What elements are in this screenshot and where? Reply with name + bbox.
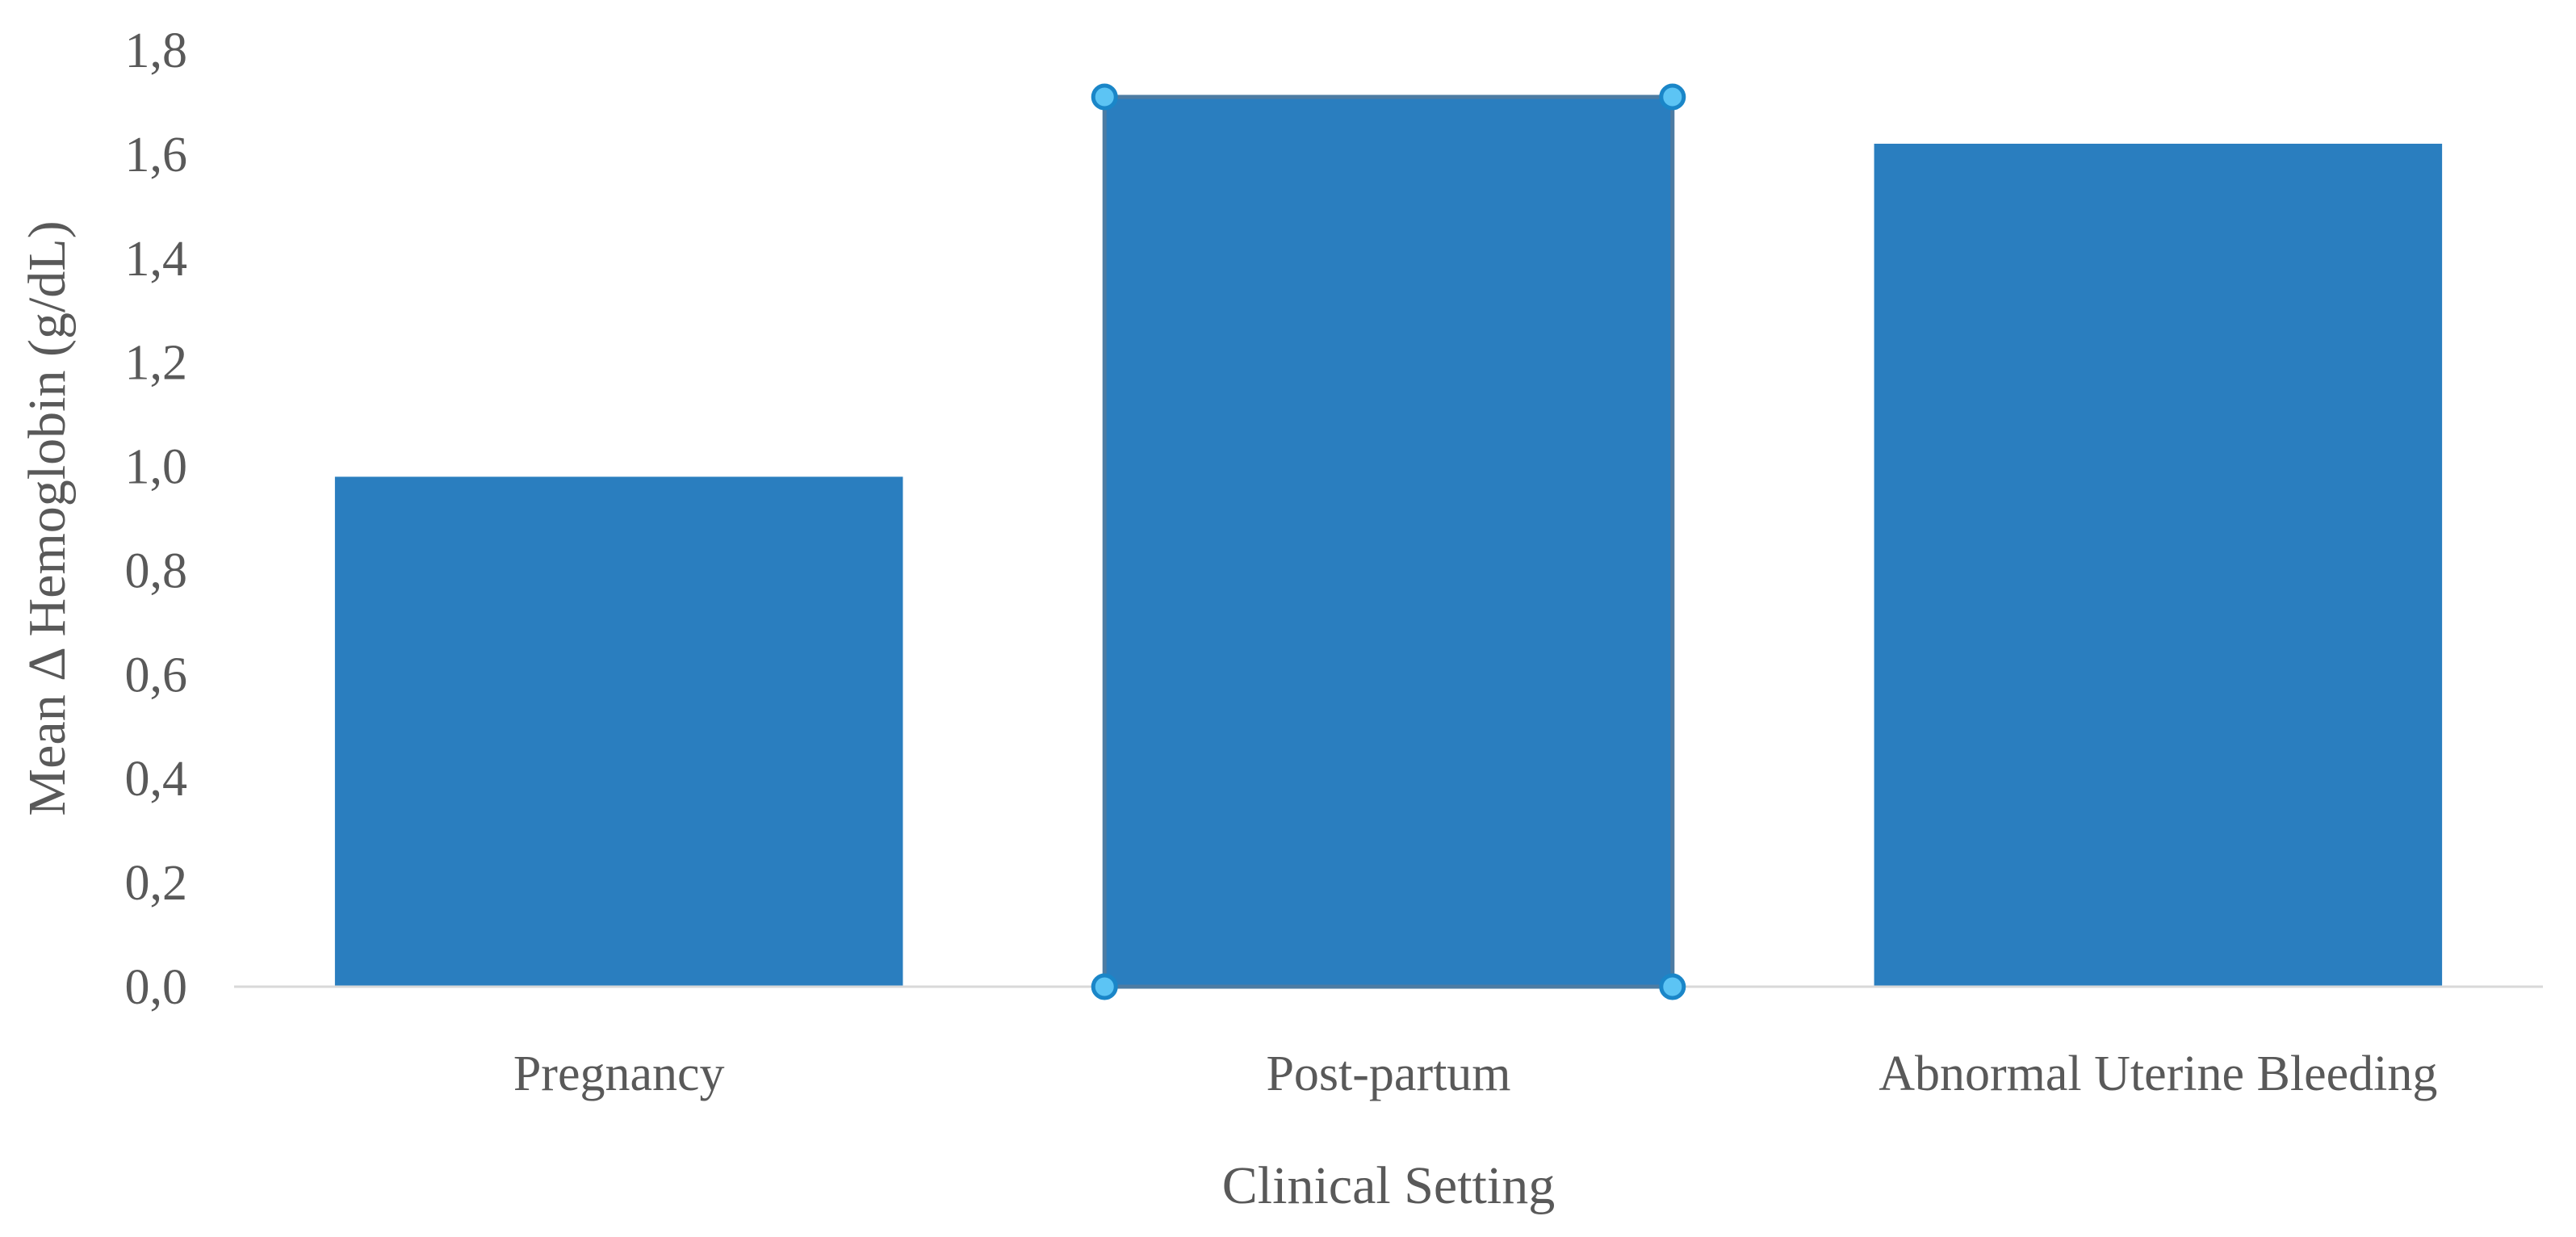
selection-handle: [1659, 83, 1686, 111]
bar: [1104, 97, 1673, 987]
y-tick-label: 1,4: [125, 232, 188, 287]
x-tick-label: Pregnancy: [513, 1046, 725, 1101]
y-tick-label: 1,0: [125, 440, 188, 495]
y-tick-label: 0,4: [125, 752, 188, 807]
x-tick-label: Abnormal Uterine Bleeding: [1879, 1046, 2437, 1101]
y-tick-label: 1,8: [125, 23, 188, 78]
selection-handle: [1659, 973, 1686, 1000]
y-tick-label: 0,8: [125, 543, 188, 598]
bar: [334, 476, 903, 987]
selection-handle: [1091, 83, 1118, 111]
selection-handles: [1091, 83, 1686, 1000]
x-axis-ticks: Pregnancy Post-partum Abnormal Uterine Ble…: [513, 1046, 2438, 1101]
x-tick-label: Post-partum: [1266, 1046, 1510, 1101]
y-tick-label: 0,0: [125, 960, 188, 1015]
y-tick-label: 0,2: [125, 856, 188, 911]
bars: [334, 97, 2443, 987]
y-axis-title: Mean Δ Hemoglobin (g/dL): [18, 220, 77, 816]
y-axis-ticks: 0,0 0,2 0,4 0,6 0,8 1,0 1,2 1,4 1,6 1,8: [125, 23, 188, 1015]
selection-border: [1102, 94, 1675, 989]
x-axis-title: Clinical Setting: [1222, 1156, 1555, 1215]
selection-handle: [1091, 973, 1118, 1000]
y-tick-label: 0,6: [125, 648, 188, 702]
bar: [1874, 144, 2443, 987]
y-tick-label: 1,6: [125, 128, 188, 182]
y-tick-label: 1,2: [125, 336, 188, 391]
